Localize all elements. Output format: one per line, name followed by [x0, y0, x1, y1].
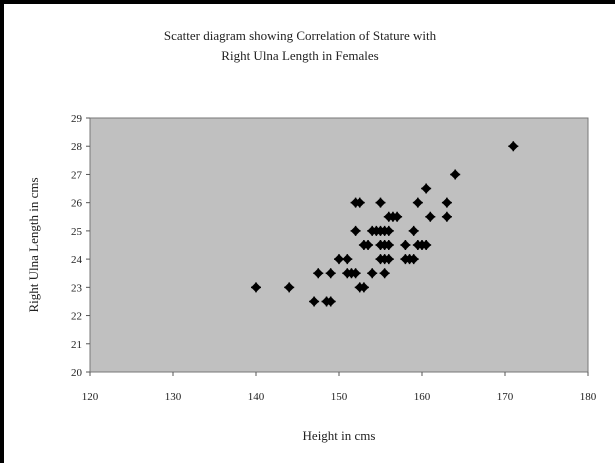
x-tick-label: 150: [331, 391, 348, 403]
data-point: [309, 296, 320, 307]
y-tick-label: 21: [71, 339, 82, 351]
y-tick-label: 24: [71, 254, 83, 266]
x-tick-label: 140: [248, 391, 265, 403]
data-point: [350, 225, 361, 236]
x-axis-label: Height in cms: [303, 428, 376, 443]
data-point: [441, 211, 452, 222]
y-tick-label: 29: [71, 113, 83, 125]
data-point: [408, 225, 419, 236]
x-tick-label: 180: [580, 391, 597, 403]
data-point: [425, 211, 436, 222]
data-point: [350, 268, 361, 279]
y-tick-label: 22: [71, 311, 82, 323]
x-tick-label: 160: [414, 391, 431, 403]
left-border: [0, 0, 4, 463]
x-tick-label: 130: [165, 391, 182, 403]
data-point: [450, 169, 461, 180]
data-point: [421, 240, 432, 250]
chart-title-line-1: Scatter diagram showing Correlation of S…: [164, 28, 437, 43]
x-tick-label: 120: [82, 391, 99, 403]
data-point: [379, 268, 390, 279]
data-point: [325, 268, 336, 279]
data-point: [392, 211, 403, 222]
data-point: [412, 197, 423, 208]
data-point: [421, 183, 432, 194]
data-point: [354, 282, 365, 293]
data-point: [375, 197, 386, 208]
data-point: [441, 197, 452, 208]
data-point: [367, 268, 378, 279]
y-tick-label: 28: [71, 141, 83, 153]
y-axis: 20 21 22 23 24 25 26 27 28 29: [71, 113, 90, 379]
y-tick-label: 20: [71, 367, 83, 379]
data-point: [383, 240, 394, 250]
y-tick-label: 26: [71, 198, 83, 210]
data-point: [313, 268, 324, 279]
data-points: [251, 141, 519, 307]
data-point: [400, 240, 411, 250]
x-axis: 120 130 140 150 160 170 180: [82, 372, 597, 403]
y-tick-label: 23: [71, 282, 83, 294]
top-border: [0, 0, 615, 4]
plot-area: [89, 117, 589, 373]
y-axis-label: Right Ulna Length in cms: [26, 177, 41, 312]
y-tick-label: 27: [71, 169, 83, 181]
data-point: [383, 225, 394, 236]
y-tick-label: 25: [71, 226, 83, 238]
chart-title-line-2: Right Ulna Length in Females: [221, 48, 378, 63]
data-point: [251, 282, 261, 293]
data-point: [325, 296, 336, 307]
x-tick-label: 170: [497, 391, 514, 403]
data-point: [354, 197, 365, 208]
data-point: [508, 141, 519, 152]
data-point: [284, 282, 295, 293]
data-point: [363, 240, 374, 250]
